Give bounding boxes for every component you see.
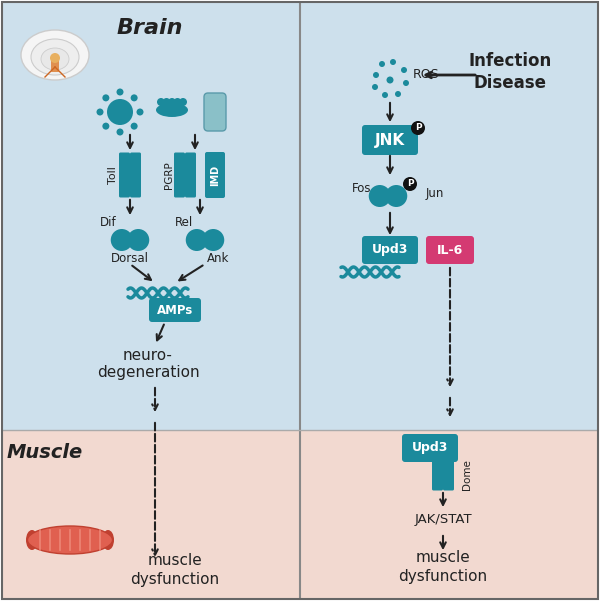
Text: ROS: ROS [413, 69, 440, 82]
Ellipse shape [41, 48, 69, 70]
Circle shape [395, 91, 401, 97]
Circle shape [103, 94, 109, 102]
Circle shape [202, 229, 224, 251]
Circle shape [131, 94, 137, 102]
Text: degeneration: degeneration [97, 364, 199, 379]
FancyBboxPatch shape [443, 454, 454, 490]
Circle shape [97, 109, 104, 115]
Circle shape [386, 76, 394, 84]
Text: P: P [407, 180, 413, 189]
Text: Dorsal: Dorsal [111, 251, 149, 264]
Circle shape [163, 98, 170, 106]
Circle shape [168, 98, 176, 106]
FancyBboxPatch shape [402, 434, 458, 462]
FancyBboxPatch shape [204, 93, 226, 131]
Circle shape [369, 185, 391, 207]
Circle shape [116, 88, 124, 96]
Ellipse shape [28, 526, 113, 554]
Circle shape [127, 229, 149, 251]
Ellipse shape [156, 103, 188, 117]
FancyBboxPatch shape [174, 153, 185, 198]
Text: Fos: Fos [352, 182, 372, 195]
Circle shape [137, 109, 143, 115]
Text: AMPs: AMPs [157, 304, 193, 317]
Circle shape [103, 123, 109, 130]
Text: Rel: Rel [175, 216, 193, 230]
Circle shape [385, 185, 407, 207]
Text: Ank: Ank [207, 251, 229, 264]
Bar [301, 3, 597, 430]
Text: Muscle: Muscle [7, 442, 83, 462]
FancyBboxPatch shape [362, 125, 418, 155]
Text: PGRP: PGRP [164, 161, 174, 189]
Circle shape [111, 229, 133, 251]
Text: muscle
dysfunction: muscle dysfunction [398, 549, 488, 584]
Circle shape [131, 123, 137, 130]
Circle shape [157, 98, 165, 106]
Text: Infection
Disease: Infection Disease [469, 52, 551, 92]
Ellipse shape [102, 530, 114, 550]
FancyBboxPatch shape [149, 298, 201, 322]
FancyBboxPatch shape [130, 153, 141, 198]
Circle shape [403, 177, 417, 191]
Text: JNK: JNK [375, 132, 405, 147]
Circle shape [382, 92, 388, 98]
FancyBboxPatch shape [362, 236, 418, 264]
Text: Upd3: Upd3 [412, 442, 448, 454]
Bar [301, 430, 597, 598]
Ellipse shape [21, 30, 89, 80]
Ellipse shape [26, 530, 38, 550]
Bar [3, 3, 300, 430]
Ellipse shape [31, 39, 79, 75]
Text: Brain: Brain [117, 18, 183, 38]
Circle shape [401, 67, 407, 73]
Text: IL-6: IL-6 [437, 243, 463, 257]
Circle shape [173, 98, 182, 106]
Text: P: P [415, 123, 421, 132]
Text: neuro-: neuro- [123, 347, 173, 362]
Text: IMD: IMD [210, 165, 220, 186]
Circle shape [50, 53, 60, 63]
Circle shape [390, 59, 396, 65]
FancyBboxPatch shape [432, 454, 443, 490]
Circle shape [403, 80, 409, 86]
Circle shape [116, 129, 124, 135]
Circle shape [373, 72, 379, 78]
Circle shape [186, 229, 208, 251]
Text: JAK/STAT: JAK/STAT [414, 513, 472, 526]
Circle shape [107, 99, 133, 125]
Circle shape [179, 98, 187, 106]
FancyBboxPatch shape [185, 153, 196, 198]
Text: muscle
dysfunction: muscle dysfunction [130, 552, 220, 587]
FancyBboxPatch shape [426, 236, 474, 264]
Circle shape [379, 61, 385, 67]
Bar [3, 430, 300, 598]
Text: Dome: Dome [462, 460, 472, 490]
Text: Dif: Dif [100, 216, 116, 230]
Circle shape [372, 84, 378, 90]
Text: Toll: Toll [108, 166, 118, 184]
FancyBboxPatch shape [51, 56, 59, 72]
Text: Jun: Jun [426, 186, 445, 200]
FancyBboxPatch shape [205, 152, 225, 198]
Circle shape [411, 121, 425, 135]
FancyBboxPatch shape [119, 153, 130, 198]
Text: Upd3: Upd3 [372, 243, 408, 257]
